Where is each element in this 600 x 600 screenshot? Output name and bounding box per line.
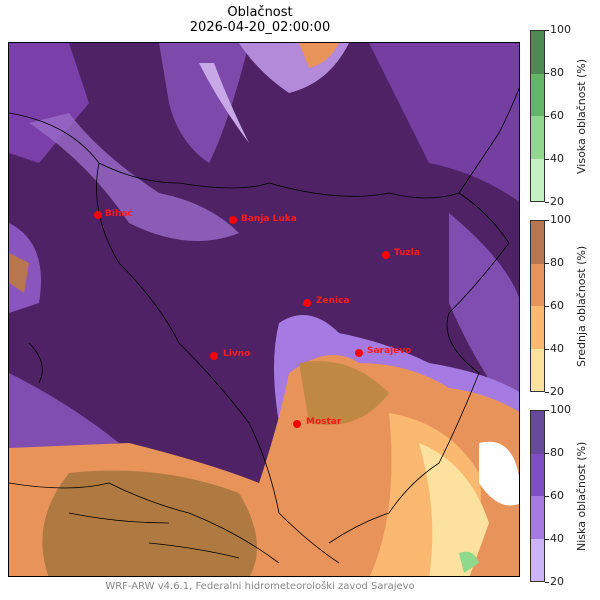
- mid-cloud-patch: [9, 253, 29, 293]
- city-label-livno: Livno: [223, 349, 251, 359]
- colorbar-tick: 40: [545, 342, 564, 355]
- mid-cloud-region: [299, 361, 389, 425]
- high-cloud-patch: [459, 551, 479, 573]
- low-cloud-patch: [9, 43, 89, 163]
- colorbar-tick: 100: [545, 213, 571, 226]
- colorbar-tick: 80: [545, 446, 564, 459]
- colorbar-tick: 20: [545, 385, 564, 398]
- clear-sky: [479, 441, 519, 506]
- colorbar-tick: 100: [545, 23, 571, 36]
- colorbar-tick: 40: [545, 152, 564, 165]
- low-cloud-patch: [9, 373, 119, 453]
- city-dot: [303, 299, 311, 307]
- colorbar-high-cloud: [530, 30, 545, 202]
- mid-cloud-region: [419, 443, 489, 576]
- colorbar-tick: 80: [545, 66, 564, 79]
- colorbar-segment: [531, 538, 544, 581]
- city-label-mostar: Mostar: [306, 417, 342, 427]
- map-title: Oblačnost: [227, 5, 293, 20]
- city-dot: [293, 420, 301, 428]
- colorbar-segment: [531, 411, 544, 454]
- colorbar-label: Visoka oblačnost (%): [575, 58, 588, 174]
- footer-credit: WRF-ARW v4.6.1, Federalni hidrometeorolo…: [105, 581, 415, 592]
- borders: [9, 87, 519, 564]
- colorbar-tick: 40: [545, 532, 564, 545]
- colorbar-segment: [531, 306, 544, 349]
- colorbar-segment: [531, 158, 544, 201]
- cloud-cover-map: Bihać Banja Luka Tuzla Zenica Livno Sara…: [8, 42, 520, 577]
- city-dot: [210, 352, 218, 360]
- cloud-field: [9, 43, 519, 576]
- colorbar-segment: [531, 31, 544, 74]
- low-cloud-patch: [159, 43, 249, 163]
- colorbar-tick: 80: [545, 256, 564, 269]
- colorbar-tick: 20: [545, 575, 564, 588]
- city-label-zenica: Zenica: [316, 296, 350, 306]
- colorbar-segment: [531, 496, 544, 539]
- city-label-tuzla: Tuzla: [394, 248, 420, 258]
- colorbar-segment: [531, 116, 544, 159]
- low-cloud-patch: [369, 43, 519, 202]
- colorbar-segment: [531, 73, 544, 116]
- colorbar-tick: 100: [545, 403, 571, 416]
- city-dot: [382, 251, 390, 259]
- low-cloud-patch: [199, 63, 249, 143]
- colorbar-tick: 60: [545, 109, 564, 122]
- city-label-banja-luka: Banja Luka: [241, 214, 297, 224]
- low-cloud-patch: [449, 213, 519, 421]
- colorbar-low-cloud: [530, 410, 545, 582]
- colorbar-segment: [531, 453, 544, 496]
- colorbar-label: Niska oblačnost (%): [575, 441, 588, 551]
- city-label-sarajevo: Sarajevo: [367, 346, 412, 356]
- mid-cloud-patch: [299, 43, 339, 68]
- city-label-bihac: Bihać: [105, 209, 133, 219]
- colorbar-tick: 60: [545, 299, 564, 312]
- colorbar-label: Srednja oblačnost (%): [575, 245, 588, 367]
- colorbar-segment: [531, 348, 544, 391]
- colorbar-tick: 60: [545, 489, 564, 502]
- city-dot: [94, 211, 102, 219]
- colorbar-segment: [531, 263, 544, 306]
- map-subtitle: 2026-04-20_02:00:00: [189, 20, 331, 35]
- mid-cloud-region: [42, 470, 257, 576]
- city-dot: [229, 216, 237, 224]
- colorbar-tick: 20: [545, 195, 564, 208]
- city-dot: [355, 349, 363, 357]
- colorbar-mid-cloud: [530, 220, 545, 392]
- colorbar-segment: [531, 221, 544, 264]
